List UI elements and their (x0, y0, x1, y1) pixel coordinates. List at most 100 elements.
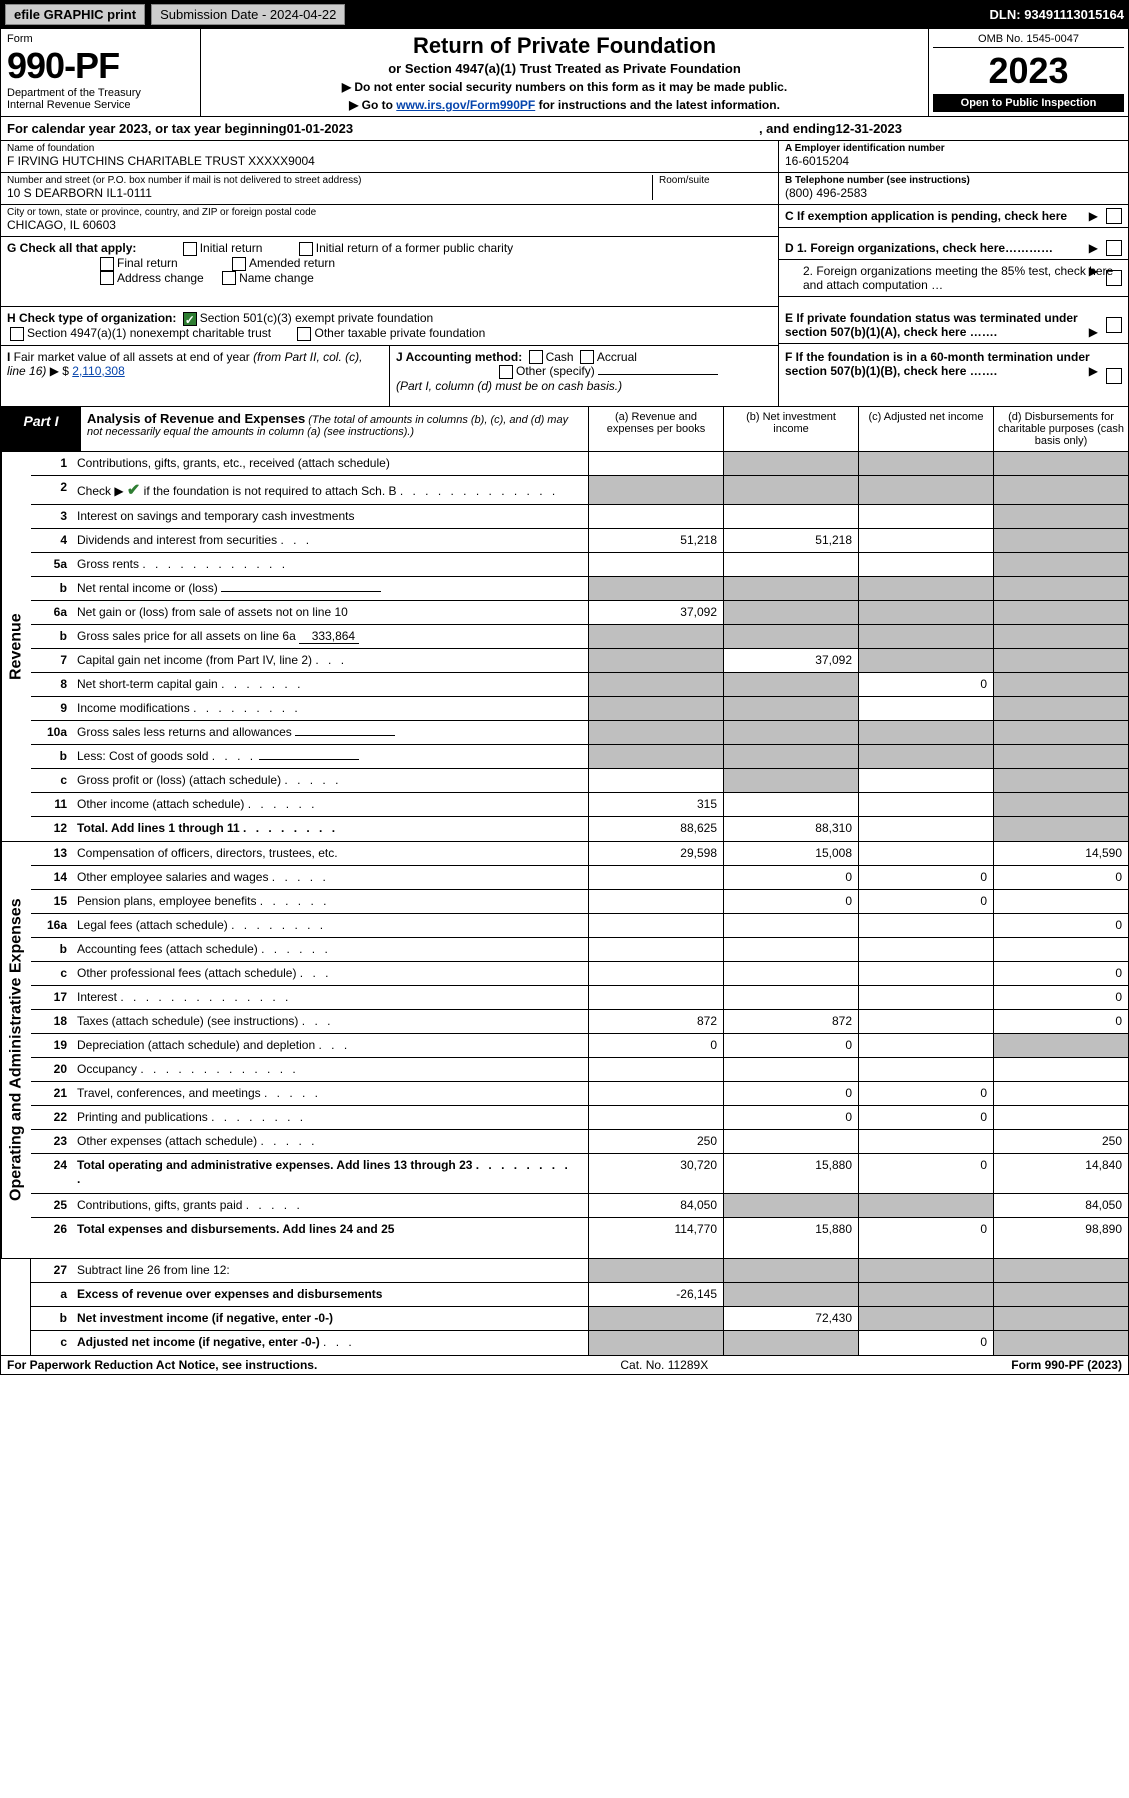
f-row: F If the foundation is in a 60-month ter… (779, 346, 1128, 406)
ein: 16-6015204 (785, 154, 1122, 168)
row-6b: bGross sales price for all assets on lin… (31, 625, 1128, 649)
row-16c: cOther professional fees (attach schedul… (31, 962, 1128, 986)
g-final-return-checkbox[interactable] (100, 257, 114, 271)
row-9: 9Income modifications . . . . . . . . . (31, 697, 1128, 721)
row-8: 8Net short-term capital gain . . . . . .… (31, 673, 1128, 697)
header-right: OMB No. 1545-0047 2023 Open to Public In… (928, 29, 1128, 116)
part1-header: Part I Analysis of Revenue and Expenses … (0, 407, 1129, 452)
row-4: 4Dividends and interest from securities … (31, 529, 1128, 553)
city-state-zip: CHICAGO, IL 60603 (7, 218, 772, 232)
omb-number: OMB No. 1545-0047 (933, 33, 1124, 48)
fmv-link[interactable]: 2,110,308 (72, 364, 125, 378)
paperwork-notice: For Paperwork Reduction Act Notice, see … (7, 1358, 317, 1372)
open-inspection: Open to Public Inspection (933, 94, 1124, 112)
row-22: 22Printing and publications . . . . . . … (31, 1106, 1128, 1130)
instr-2: ▶ Go to www.irs.gov/Form990PF for instru… (207, 98, 922, 112)
j-row: J Accounting method: Cash Accrual Other … (390, 346, 778, 406)
row-23: 23Other expenses (attach schedule) . . .… (31, 1130, 1128, 1154)
row-6a: 6aNet gain or (loss) from sale of assets… (31, 601, 1128, 625)
d2-checkbox[interactable] (1106, 270, 1122, 286)
row-1: 1Contributions, gifts, grants, etc., rec… (31, 452, 1128, 476)
row-5b: bNet rental income or (loss) (31, 577, 1128, 601)
c-checkbox[interactable] (1106, 208, 1122, 224)
e-checkbox[interactable] (1106, 317, 1122, 333)
gross-sales-6b: 333,864 (299, 629, 359, 644)
h-row: H Check type of organization: ✓Section 5… (1, 307, 778, 346)
g-initial-return-checkbox[interactable] (183, 242, 197, 256)
col-c-head: (c) Adjusted net income (858, 407, 993, 451)
row-14: 14Other employee salaries and wages . . … (31, 866, 1128, 890)
col-b-head: (b) Net investment income (723, 407, 858, 451)
h-501c3-checkbox[interactable]: ✓ (183, 312, 197, 326)
row-13: 13Compensation of officers, directors, t… (31, 842, 1128, 866)
row-10c: cGross profit or (loss) (attach schedule… (31, 769, 1128, 793)
tax-year-end: 12-31-2023 (836, 121, 903, 136)
row-2: 2 Check ▶ ✔ if the foundation is not req… (31, 476, 1128, 505)
room-label: Room/suite (659, 175, 772, 186)
row-27a: aExcess of revenue over expenses and dis… (31, 1283, 1128, 1307)
top-bar: efile GRAPHIC print Submission Date - 20… (0, 0, 1129, 29)
revenue-section: Revenue 1Contributions, gifts, grants, e… (0, 452, 1129, 842)
efile-button[interactable]: efile GRAPHIC print (5, 4, 145, 25)
part1-desc: Analysis of Revenue and Expenses (The to… (81, 407, 588, 451)
row-19: 19Depreciation (attach schedule) and dep… (31, 1034, 1128, 1058)
row-27b: bNet investment income (if negative, ent… (31, 1307, 1128, 1331)
row-5a: 5aGross rents . . . . . . . . . . . . (31, 553, 1128, 577)
expenses-side-label: Operating and Administrative Expenses (1, 842, 31, 1258)
form-url-link[interactable]: www.irs.gov/Form990PF (396, 98, 535, 112)
e-row: E If private foundation status was termi… (779, 307, 1128, 344)
i-row: I Fair market value of all assets at end… (1, 346, 390, 406)
d1-checkbox[interactable] (1106, 240, 1122, 256)
g-address-change-checkbox[interactable] (100, 271, 114, 285)
dln: DLN: 93491113015164 (990, 7, 1124, 22)
identity-block: Name of foundation F IRVING HUTCHINS CHA… (0, 141, 1129, 237)
j-accrual-checkbox[interactable] (580, 350, 594, 364)
g-name-change-checkbox[interactable] (222, 271, 236, 285)
row-15: 15Pension plans, employee benefits . . .… (31, 890, 1128, 914)
h-other-taxable-checkbox[interactable] (297, 327, 311, 341)
irs-label: Internal Revenue Service (7, 99, 194, 111)
row-25: 25Contributions, gifts, grants paid . . … (31, 1194, 1128, 1218)
j-note: (Part I, column (d) must be on cash basi… (396, 379, 622, 393)
section-ij-f: I Fair market value of all assets at end… (0, 346, 1129, 407)
row-27c: cAdjusted net income (if negative, enter… (31, 1331, 1128, 1355)
row-12: 12Total. Add lines 1 through 11 . . . . … (31, 817, 1128, 841)
form-header: Form 990-PF Department of the Treasury I… (0, 29, 1129, 117)
d1-row: D 1. Foreign organizations, check here……… (779, 237, 1128, 260)
c-pending-row: C If exemption application is pending, c… (779, 205, 1128, 228)
row-3: 3Interest on savings and temporary cash … (31, 505, 1128, 529)
schb-check-icon: ✔ (127, 482, 140, 499)
f-checkbox[interactable] (1106, 368, 1122, 384)
header-mid: Return of Private Foundation or Section … (201, 29, 928, 116)
phone-cell: B Telephone number (see instructions) (8… (779, 173, 1128, 205)
form-title: Return of Private Foundation (207, 33, 922, 59)
col-d-head: (d) Disbursements for charitable purpose… (993, 407, 1128, 451)
row-17: 17Interest . . . . . . . . . . . . . . 0 (31, 986, 1128, 1010)
form-subtitle: or Section 4947(a)(1) Trust Treated as P… (207, 61, 922, 76)
h-4947-checkbox[interactable] (10, 327, 24, 341)
j-other-checkbox[interactable] (499, 365, 513, 379)
expenses-section: Operating and Administrative Expenses 13… (0, 842, 1129, 1259)
row-10a: 10aGross sales less returns and allowanc… (31, 721, 1128, 745)
row-26: 26Total expenses and disbursements. Add … (31, 1218, 1128, 1258)
row-21: 21Travel, conferences, and meetings . . … (31, 1082, 1128, 1106)
form-word: Form (7, 33, 194, 45)
row-16b: bAccounting fees (attach schedule) . . .… (31, 938, 1128, 962)
form-number: 990-PF (7, 45, 194, 87)
col-a-head: (a) Revenue and expenses per books (588, 407, 723, 451)
row-20: 20Occupancy . . . . . . . . . . . . . (31, 1058, 1128, 1082)
g-amended-checkbox[interactable] (232, 257, 246, 271)
g-initial-public-checkbox[interactable] (299, 242, 313, 256)
ein-cell: A Employer identification number 16-6015… (779, 141, 1128, 173)
row-27-section: 27Subtract line 26 from line 12: aExcess… (0, 1259, 1129, 1356)
calendar-year-row: For calendar year 2023, or tax year begi… (0, 117, 1129, 141)
row-27: 27Subtract line 26 from line 12: (31, 1259, 1128, 1283)
city-cell: City or town, state or province, country… (1, 205, 778, 237)
g-row: G Check all that apply: Initial return I… (1, 237, 778, 307)
row-18: 18Taxes (attach schedule) (see instructi… (31, 1010, 1128, 1034)
j-cash-checkbox[interactable] (529, 350, 543, 364)
revenue-side-label: Revenue (1, 452, 31, 841)
dept-label: Department of the Treasury (7, 87, 194, 99)
section-g-d: G Check all that apply: Initial return I… (0, 237, 1129, 307)
street-address: 10 S DEARBORN IL1-0111 (7, 186, 652, 200)
